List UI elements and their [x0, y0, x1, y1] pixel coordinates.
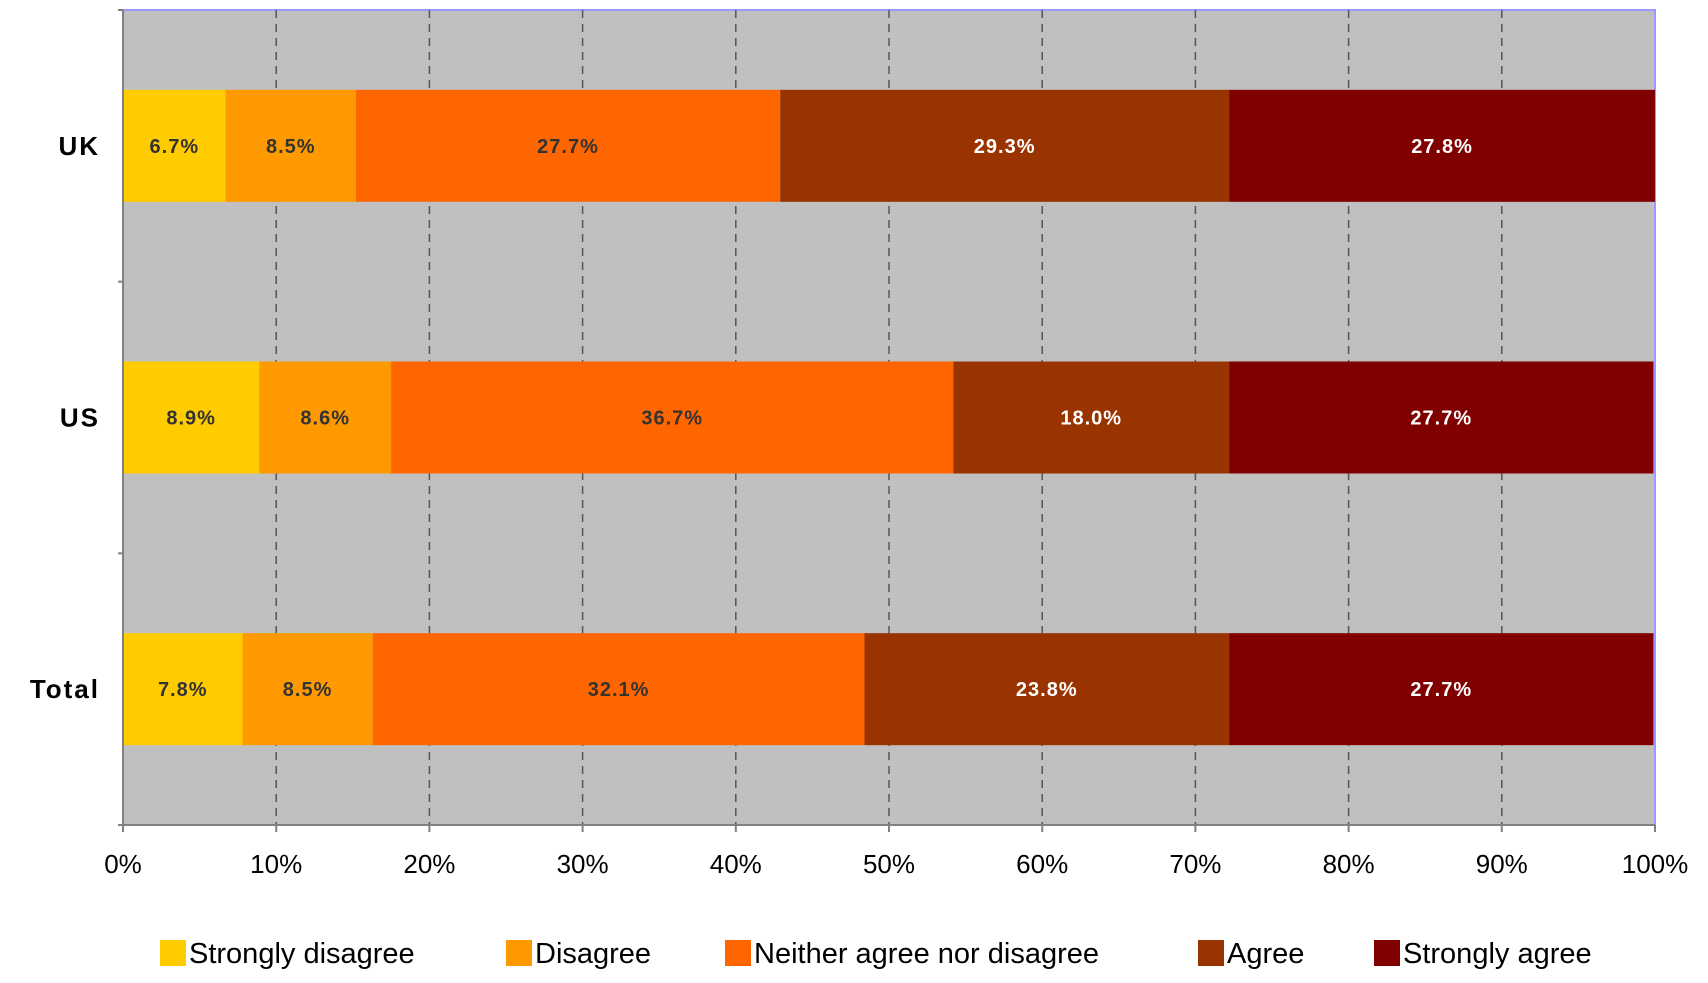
legend: Strongly disagree Disagree Neither agree n…: [160, 938, 1592, 970]
data-label: 7.8%: [158, 679, 208, 701]
legend-label: Strongly disagree: [189, 938, 415, 970]
x-tick-label: 90%: [1476, 849, 1528, 879]
x-tick-label: 80%: [1323, 849, 1375, 879]
data-label: 29.3%: [974, 136, 1036, 158]
bar-segment: [1229, 89, 1655, 202]
bar-segment: [123, 361, 260, 474]
bar-segment: [123, 89, 226, 202]
x-tick-label: 100%: [1622, 849, 1689, 879]
x-tick-label: 30%: [557, 849, 609, 879]
data-label: 27.7%: [1410, 408, 1472, 430]
data-label: 8.5%: [266, 136, 316, 158]
x-tick-label: 40%: [710, 849, 762, 879]
bar-segment: [780, 89, 1230, 202]
bar-segment: [953, 361, 1230, 474]
legend-label: Disagree: [535, 938, 651, 970]
axes: UK US Total 0% 10% 20% 30% 40% 50% 60% 70% 80% 90% 10…: [30, 9, 1689, 879]
data-label: 8.5%: [283, 679, 333, 701]
x-tick-label: 20%: [403, 849, 455, 879]
bar-segment: [355, 89, 781, 202]
category-label: Total: [30, 674, 100, 704]
data-label: 27.7%: [537, 136, 599, 158]
bar-segment: [242, 633, 373, 746]
legend-label: Agree: [1227, 938, 1304, 970]
data-label: 27.7%: [1410, 679, 1472, 701]
category-label: UK: [58, 131, 100, 161]
legend-label: Strongly agree: [1403, 938, 1592, 970]
legend-label: Neither agree nor disagree: [754, 938, 1099, 970]
bar-segment: [259, 361, 392, 474]
data-label: 23.8%: [1016, 679, 1078, 701]
data-label: 36.7%: [641, 408, 703, 430]
bar-segment: [225, 89, 356, 202]
data-label: 8.6%: [300, 408, 350, 430]
x-tick-label: 50%: [863, 849, 915, 879]
data-label: 32.1%: [588, 679, 650, 701]
data-label: 6.7%: [150, 136, 200, 158]
bar-segment: [864, 633, 1230, 746]
data-label: 27.8%: [1411, 136, 1473, 158]
data-label: 18.0%: [1060, 408, 1122, 430]
legend-swatch: [160, 940, 186, 966]
bar-segment: [1229, 633, 1654, 746]
legend-swatch: [506, 940, 532, 966]
legend-swatch: [725, 940, 751, 966]
x-tick-label: 0%: [104, 849, 142, 879]
bar-segment: [391, 361, 954, 474]
bar-segment: [1229, 361, 1654, 474]
x-tick-label: 70%: [1169, 849, 1221, 879]
legend-swatch: [1198, 940, 1224, 966]
x-tick-label: 10%: [250, 849, 302, 879]
category-label: US: [60, 403, 100, 433]
x-tick-label: 60%: [1016, 849, 1068, 879]
legend-swatch: [1374, 940, 1400, 966]
data-label: 8.9%: [166, 408, 216, 430]
bars: 6.7% 8.5% 27.7% 29.3% 27.8% 8.9% 8.6% 36.7% 18.0…: [123, 89, 1655, 746]
bar-segment: [372, 633, 865, 746]
bar-segment: [123, 633, 243, 746]
